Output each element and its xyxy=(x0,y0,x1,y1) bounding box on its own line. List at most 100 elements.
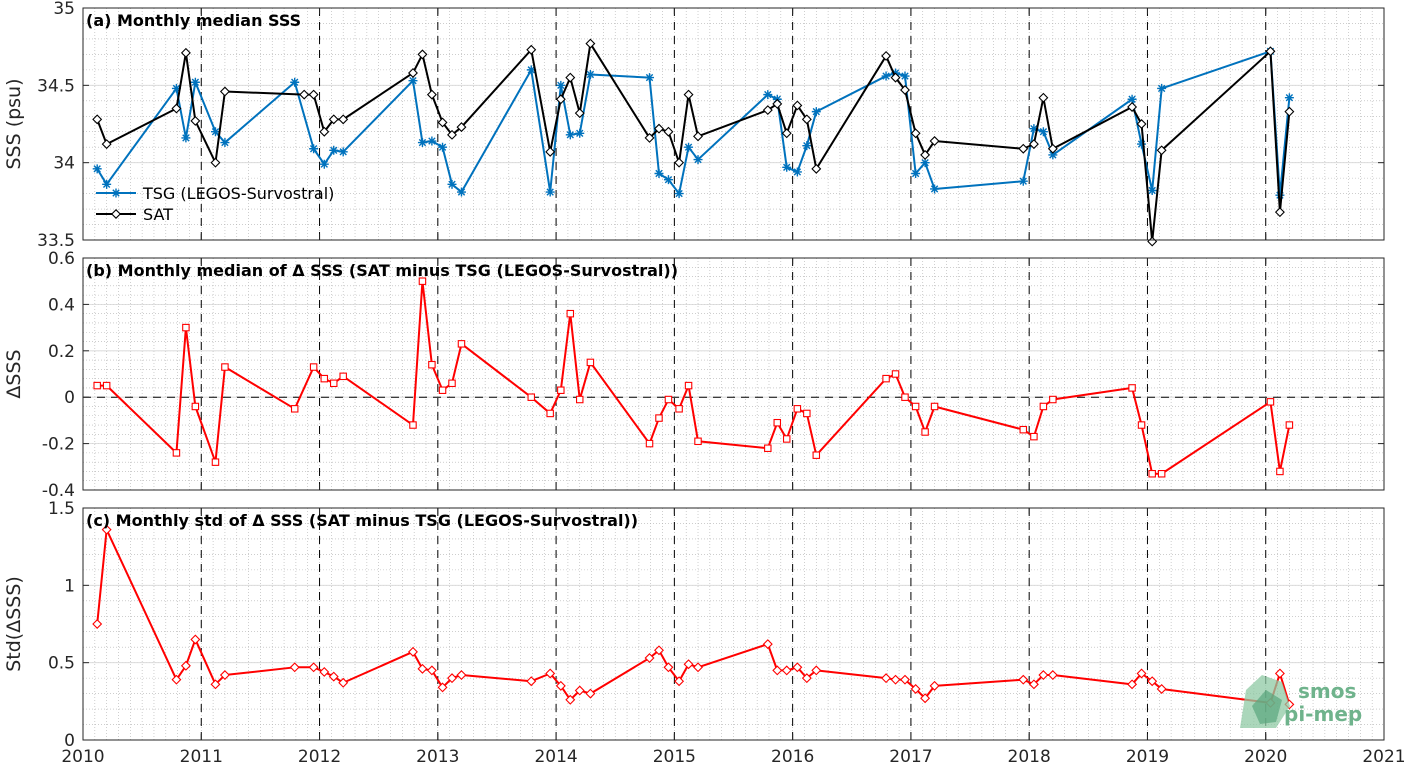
y-tick-label: 1 xyxy=(64,576,75,596)
data-point xyxy=(1274,207,1285,218)
data-point xyxy=(565,130,575,140)
x-tick-label: 2014 xyxy=(534,747,577,767)
y-tick-label: 35 xyxy=(53,0,75,19)
data-point xyxy=(782,162,792,172)
data-point xyxy=(408,67,418,78)
data-point xyxy=(447,129,457,140)
data-point xyxy=(339,372,347,381)
data-point xyxy=(92,114,103,125)
data-point xyxy=(319,126,330,137)
data-point xyxy=(1028,679,1039,690)
data-point xyxy=(881,71,891,81)
data-point xyxy=(290,77,300,87)
data-point xyxy=(801,673,812,684)
y-axis-label: SSS (psu) xyxy=(3,78,25,169)
data-point xyxy=(694,437,702,446)
data-point xyxy=(319,159,329,169)
data-point xyxy=(309,144,319,154)
data-point xyxy=(910,128,921,139)
data-point xyxy=(929,680,940,691)
data-point xyxy=(575,395,584,404)
y-axis-label: ΔSSS xyxy=(3,349,25,398)
data-point xyxy=(910,683,921,694)
data-point xyxy=(663,175,673,185)
data-point xyxy=(654,123,664,134)
data-point xyxy=(782,435,791,443)
data-point xyxy=(408,646,418,657)
series-1-0 xyxy=(93,277,1294,478)
y-tick-label: 0.2 xyxy=(48,342,75,362)
data-point xyxy=(792,662,803,673)
data-point xyxy=(437,682,448,693)
data-point xyxy=(190,634,201,645)
data-point xyxy=(182,323,190,332)
data-point xyxy=(1148,470,1156,478)
axes-frame xyxy=(82,507,1385,741)
data-point xyxy=(545,668,556,679)
data-point xyxy=(684,142,694,152)
data-point xyxy=(663,662,674,673)
data-point xyxy=(328,114,339,125)
data-point xyxy=(792,100,803,111)
data-point xyxy=(308,662,319,673)
data-point xyxy=(456,670,467,681)
data-point xyxy=(891,370,900,378)
data-point xyxy=(290,405,299,413)
data-point xyxy=(772,98,783,109)
data-point xyxy=(211,458,220,466)
data-point xyxy=(527,393,536,401)
data-point xyxy=(1127,102,1138,112)
y-tick-label: 0 xyxy=(64,731,75,751)
legend-swatch-marker xyxy=(111,209,121,219)
data-point xyxy=(654,645,664,656)
logo-shape-inner xyxy=(1252,690,1282,724)
data-point xyxy=(763,90,773,100)
data-point xyxy=(565,72,576,83)
data-point xyxy=(555,680,566,691)
data-point xyxy=(409,421,417,429)
data-point xyxy=(881,673,892,684)
smos-pi-mep-logo: smos pi-mep xyxy=(1240,675,1362,728)
data-point xyxy=(1128,384,1136,392)
data-point xyxy=(1038,92,1049,103)
data-point xyxy=(220,138,230,148)
data-point xyxy=(210,157,221,168)
data-point xyxy=(221,363,229,371)
y-tick-label: 1.5 xyxy=(48,499,75,519)
data-point xyxy=(1127,679,1138,690)
plot-area xyxy=(83,508,1384,740)
data-point xyxy=(1047,143,1058,154)
data-point xyxy=(921,428,929,436)
data-point xyxy=(574,685,585,696)
data-point xyxy=(781,128,792,139)
data-point xyxy=(792,167,802,177)
data-point xyxy=(1147,676,1158,687)
data-point xyxy=(900,84,910,95)
data-point xyxy=(556,80,566,90)
data-point xyxy=(585,70,595,80)
data-point xyxy=(565,694,576,705)
data-point xyxy=(447,673,457,684)
data-point xyxy=(566,309,575,318)
data-point xyxy=(645,73,655,83)
data-point xyxy=(1028,139,1039,150)
data-point xyxy=(644,653,655,664)
data-point xyxy=(448,379,456,388)
data-point xyxy=(674,189,684,199)
data-point xyxy=(338,677,349,688)
data-point xyxy=(456,122,467,133)
data-point xyxy=(171,103,182,114)
data-point xyxy=(1285,421,1294,429)
data-point xyxy=(793,405,802,413)
data-point xyxy=(920,693,931,704)
data-point xyxy=(1137,421,1146,429)
data-point xyxy=(574,108,585,119)
data-point xyxy=(171,674,182,685)
data-point xyxy=(428,360,436,369)
data-point xyxy=(526,65,536,75)
data-point xyxy=(101,139,112,150)
data-point xyxy=(1018,674,1029,685)
data-point xyxy=(1018,176,1028,186)
data-point xyxy=(911,168,921,178)
